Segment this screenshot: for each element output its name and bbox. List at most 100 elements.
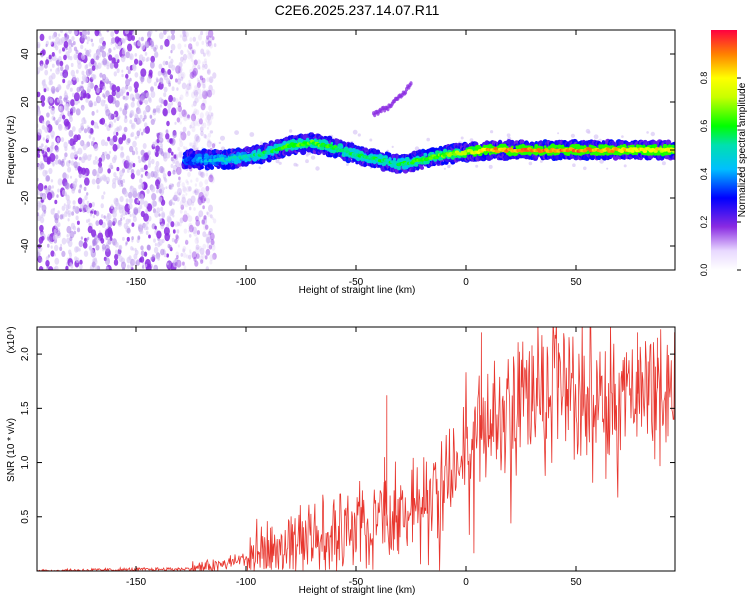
noise-dot (127, 137, 131, 144)
noise-dot (209, 172, 214, 180)
noise-dot (193, 119, 198, 127)
noise-dot (189, 251, 192, 255)
noise-dot (146, 76, 152, 84)
noise-dot (188, 50, 191, 55)
noise-dot (63, 96, 68, 103)
noise-dot (187, 198, 192, 206)
noise-dot (125, 241, 128, 245)
ridge-dot (603, 152, 607, 155)
noise-dot (164, 232, 170, 242)
noise-dot (113, 46, 116, 51)
noise-dot (77, 162, 80, 167)
noise-dot (125, 78, 131, 87)
noise-dot (134, 53, 138, 57)
noise-dot (159, 166, 164, 174)
noise-dot (48, 54, 52, 60)
noise-dot (206, 126, 209, 130)
noise-dot (211, 88, 216, 96)
noise-dot (198, 78, 204, 86)
noise-dot (92, 159, 97, 165)
noise-dot (82, 30, 87, 37)
noise-dot (129, 145, 134, 153)
noise-dot (70, 222, 75, 230)
noise-dot (80, 44, 84, 50)
noise-dot (84, 195, 88, 201)
noise-dot (56, 194, 59, 198)
noise-dot (189, 71, 195, 79)
noise-dot (75, 77, 80, 83)
noise-dot (171, 86, 175, 91)
noise-dot (125, 198, 129, 203)
noise-dot (177, 244, 180, 248)
noise-dot (206, 35, 209, 40)
noise-dot (205, 185, 210, 192)
noise-dot (179, 141, 184, 148)
noise-dot (84, 237, 87, 242)
noise-dot (168, 184, 172, 190)
noise-dot (192, 36, 196, 42)
noise-dot (52, 163, 55, 167)
noise-dot (201, 89, 206, 96)
noise-dot (192, 145, 196, 150)
noise-dot (56, 137, 60, 143)
noise-dot (488, 164, 493, 169)
noise-dot (195, 215, 199, 222)
noise-dot (91, 201, 95, 208)
noise-dot (101, 194, 105, 200)
noise-dot (206, 243, 210, 249)
noise-dot (114, 249, 119, 255)
noise-dot (164, 178, 168, 183)
ridge-dot (396, 166, 401, 171)
noise-dot (39, 216, 45, 224)
noise-dot (201, 40, 205, 46)
noise-dot (167, 170, 172, 177)
noise-dot (82, 92, 87, 99)
noise-dot (40, 163, 45, 170)
noise-dot (125, 73, 129, 79)
noise-dot (68, 130, 74, 137)
noise-dot (171, 237, 175, 243)
noise-dot (104, 123, 107, 127)
noise-dot (46, 99, 49, 103)
ridge-dot (300, 149, 307, 156)
noise-dot (209, 174, 213, 178)
noise-dot (208, 204, 213, 213)
noise-dot (104, 244, 110, 252)
noise-dot (192, 49, 197, 55)
noise-dot (140, 198, 145, 205)
noise-dot (163, 30, 167, 35)
noise-dot (83, 186, 87, 191)
noise-dot (130, 264, 133, 269)
noise-dot (136, 130, 141, 137)
noise-dot (357, 133, 361, 137)
noise-dot (170, 221, 175, 228)
noise-dot (163, 92, 167, 97)
noise-dot (210, 112, 214, 117)
noise-dot (208, 231, 212, 236)
noise-dot (177, 146, 181, 152)
ridge-dot (253, 149, 257, 153)
noise-dot (172, 202, 175, 206)
noise-dot (142, 143, 147, 149)
noise-dot (119, 196, 124, 203)
noise-dot (182, 248, 186, 253)
noise-dot (87, 236, 90, 241)
noise-dot (155, 160, 160, 167)
noise-dot (193, 110, 196, 115)
noise-dot (181, 109, 186, 116)
noise-dot (45, 43, 48, 48)
noise-dot (175, 78, 178, 83)
noise-dot (305, 159, 309, 164)
noise-dot (275, 159, 280, 164)
noise-dot (194, 189, 197, 194)
noise-dot (207, 36, 213, 44)
noise-dot (208, 228, 213, 235)
noise-dot (144, 40, 150, 49)
noise-dot (80, 53, 86, 60)
noise-dot (63, 203, 66, 207)
ridge-dot (642, 144, 646, 148)
noise-dot (81, 198, 85, 203)
noise-dot (96, 237, 100, 243)
noise-dot (155, 77, 159, 81)
noise-dot (86, 200, 90, 205)
